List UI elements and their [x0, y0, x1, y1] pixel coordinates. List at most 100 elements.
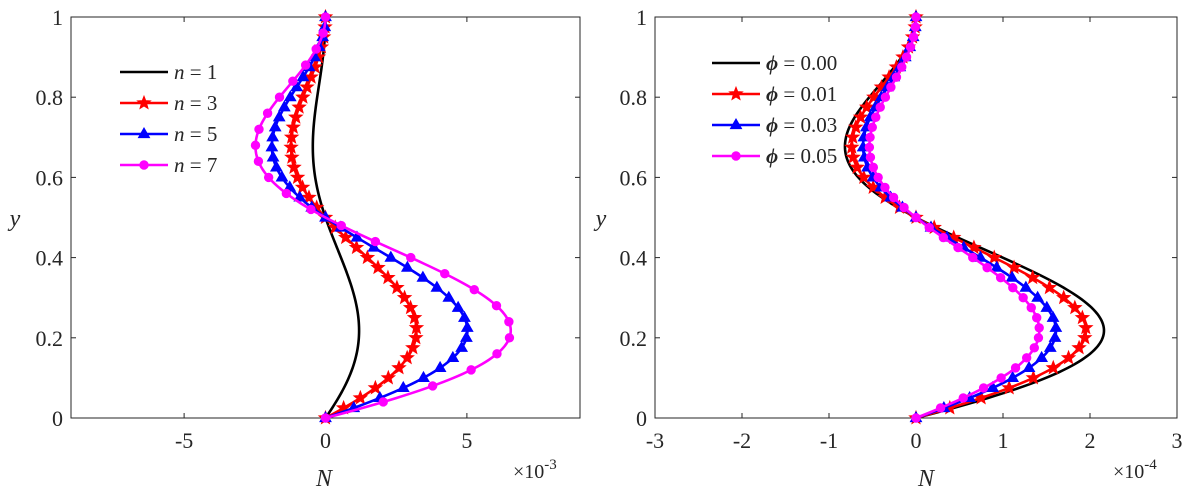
right-series-3-marker: [1035, 350, 1049, 362]
left-series-1: [311, 16, 361, 419]
left-legend-label-4: n = 7: [174, 153, 217, 177]
right-series-2-marker: [844, 129, 861, 144]
left-y-tick-label: 1: [52, 5, 63, 30]
right-series-2-marker: [849, 159, 865, 174]
right-series-3-marker: [1006, 370, 1020, 382]
right-series-4-marker: [1034, 323, 1044, 333]
left-series-3-marker: [293, 190, 307, 202]
right-series-2-marker: [844, 139, 860, 154]
left-series-3-marker: [442, 290, 456, 302]
left-series-4: [250, 12, 515, 423]
left-legend-label-1: n = 1: [174, 60, 217, 84]
left-series-2-marker: [294, 179, 311, 194]
right-x-tick-label: -1: [820, 428, 838, 453]
left-series-4-marker: [504, 317, 514, 327]
left-series-3-marker: [400, 260, 414, 272]
left-series-2-marker: [367, 379, 384, 395]
left-legend-label-2: n = 3: [174, 91, 217, 115]
left-series-3-marker: [270, 160, 283, 172]
left-series-4-marker: [263, 172, 274, 183]
left-series-4-marker: [370, 236, 381, 247]
right-series-3-marker: [1005, 270, 1019, 282]
right-series-4-marker: [953, 242, 963, 253]
left-series-2-marker: [380, 369, 397, 385]
left-series-4-marker: [440, 268, 450, 279]
left-series-4-marker: [306, 204, 316, 215]
right-series-2-marker: [848, 119, 864, 134]
left-series-2-marker: [408, 319, 425, 335]
right-series-4-marker: [1033, 333, 1044, 343]
right-series-4-marker: [938, 232, 949, 243]
left-series-3-marker: [275, 170, 289, 182]
right-series-4-marker: [978, 383, 989, 393]
right-x-tick-label: -2: [733, 428, 751, 453]
left-series-3-marker: [367, 240, 381, 252]
right-series-4-marker: [888, 192, 899, 203]
right-series-3-marker: [1031, 290, 1045, 302]
right-series-4-marker: [1032, 313, 1042, 323]
left-series-2-marker: [286, 159, 302, 174]
left-x-axis-label: N: [315, 466, 334, 492]
left-series-4-marker: [320, 12, 331, 22]
left-y-tick-label: 0.4: [36, 246, 64, 271]
right-legend-marker-3: [729, 117, 743, 130]
right-series-4-marker: [1026, 303, 1036, 313]
left-series-2-marker: [289, 169, 306, 184]
left-y-tick-label: 0.8: [36, 85, 64, 110]
right-series-4-marker: [911, 212, 921, 223]
right-series-2-marker: [1077, 329, 1093, 345]
left-series-4-marker: [466, 365, 476, 375]
left-series-3-marker: [446, 350, 460, 362]
left-series-4-marker: [491, 301, 502, 311]
left-series-3-marker: [384, 250, 398, 262]
right-series-2-marker: [1006, 259, 1022, 275]
left-series-2-marker: [405, 339, 421, 355]
right-series-3-marker: [1040, 300, 1054, 312]
left-legend-label-3: n = 5: [174, 122, 217, 146]
left-series-3-marker: [417, 370, 430, 382]
right-legend-marker-4: [731, 151, 741, 161]
right-x-scale-factor: ×10-4: [1113, 457, 1157, 483]
right-series-2-marker: [852, 109, 869, 124]
left-series-2-marker: [337, 229, 354, 245]
right-series-4-marker: [924, 222, 934, 233]
right-series-4-marker: [880, 92, 891, 102]
left-series-3-marker: [460, 330, 473, 342]
left-series-2-marker: [396, 289, 413, 305]
right-series-2-marker: [1045, 359, 1061, 375]
right-x-tick-label: 0: [911, 428, 922, 453]
left-series-2-marker: [283, 139, 299, 154]
right-series-4-marker: [1018, 293, 1028, 303]
left-series-4-marker: [281, 188, 292, 199]
left-legend: n = 1 n = 3 n = 5 n = 7: [120, 60, 217, 177]
left-y-axis-label: y: [8, 206, 21, 232]
left-series-4-marker: [336, 220, 346, 231]
left-series-4-marker: [378, 397, 388, 407]
left-series-2-marker: [283, 129, 300, 144]
left-series-4-marker: [300, 60, 311, 70]
left-series-3-marker: [451, 300, 465, 312]
right-series-2-marker: [1071, 339, 1087, 355]
left-series-3-marker: [296, 70, 310, 82]
right-x-tick-label: 3: [1172, 428, 1183, 453]
left-series-2-marker: [370, 259, 386, 275]
left-series-4-marker: [469, 284, 479, 295]
left-series-4-marker: [311, 44, 321, 54]
right-series-3-marker: [986, 380, 1000, 393]
right-series-2-marker: [1025, 369, 1042, 385]
left-series-3-marker: [277, 100, 291, 112]
right-y-tick-label: 0.2: [620, 326, 648, 351]
left-series-2-marker: [284, 149, 300, 164]
left-series-2-marker: [301, 189, 317, 205]
right-legend: ϕ = 0.00 ϕ = 0.01 ϕ = 0.03 ϕ = 0.05: [712, 51, 837, 168]
left-y-tick-label: 0: [52, 406, 63, 431]
left-series-3-marker: [430, 280, 444, 292]
right-series-2-marker: [1067, 299, 1083, 315]
left-series-2-marker: [399, 349, 415, 365]
right-series-2-marker: [1055, 289, 1072, 305]
right-series-4-marker: [911, 12, 921, 22]
left-series-3-marker: [460, 320, 474, 332]
right-y-tick-label: 0.6: [620, 165, 648, 190]
right-series-4: [864, 12, 1044, 423]
